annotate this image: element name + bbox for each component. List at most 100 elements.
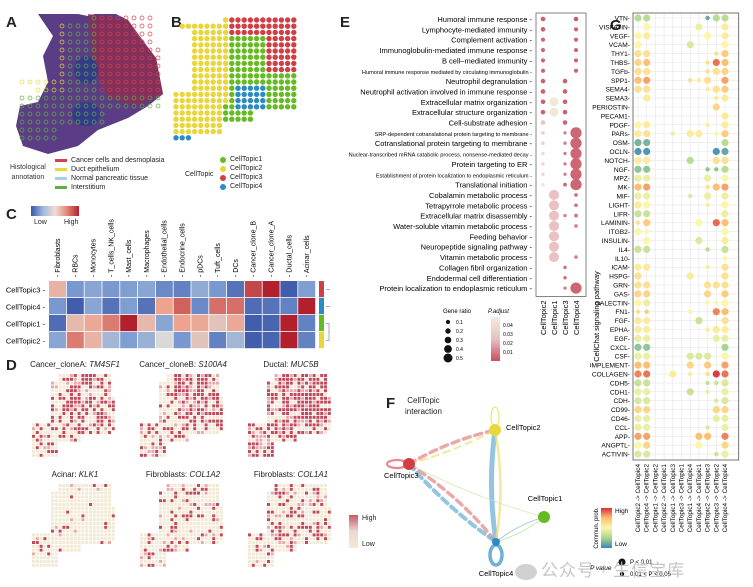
commun-prob-dot	[634, 352, 642, 360]
spatial-spot	[62, 419, 66, 423]
spatial-spot	[39, 442, 43, 446]
topic-spot	[260, 60, 266, 67]
spatial-spot	[327, 415, 331, 419]
topic-spot	[235, 116, 241, 122]
spatial-spot	[270, 503, 274, 506]
histology-spot	[155, 95, 161, 101]
spatial-spot	[320, 495, 324, 499]
topic-spot	[291, 29, 297, 36]
spatial-spot	[54, 537, 58, 541]
commun-prob-dot	[714, 95, 719, 101]
spatial-spot	[100, 412, 104, 415]
spatial-spot	[92, 423, 96, 427]
pair-column-label: CellTopic4 -> CellTopic2	[644, 464, 651, 533]
commun-prob-dot	[686, 352, 694, 360]
spatial-spot	[159, 446, 162, 450]
spatial-spot	[282, 393, 286, 396]
spatial-spot	[320, 533, 324, 537]
topic-spot	[278, 73, 285, 79]
spatial-spot	[178, 389, 181, 393]
pair-column-label: CellTopic1 -> CellTopic3	[670, 464, 677, 533]
spatial-spot	[143, 537, 147, 541]
topic-spot	[191, 60, 198, 67]
spatial-spot	[92, 533, 96, 537]
spatial-spot	[286, 434, 289, 438]
spatial-spot	[293, 381, 297, 385]
spatial-spot	[320, 396, 324, 400]
spatial-spot	[155, 423, 159, 427]
spatial-spot	[267, 423, 270, 427]
spatial-spot	[140, 427, 143, 431]
spatial-spot	[255, 453, 259, 457]
spatial-spot	[301, 487, 305, 491]
topic-spot	[241, 116, 247, 122]
spatial-spot	[305, 537, 308, 541]
spatial-spot	[248, 541, 251, 544]
spatial-spot	[174, 374, 178, 377]
heatmap-cell	[298, 281, 316, 298]
histology-spot	[139, 23, 145, 29]
spatial-spot	[216, 491, 219, 495]
legend-title-line2: annotation	[11, 174, 45, 181]
spatial-spot	[62, 541, 66, 544]
commun-prob-dot	[695, 352, 703, 360]
spatial-spot	[204, 529, 208, 533]
spatial-spot	[219, 427, 223, 431]
spatial-spot	[278, 412, 282, 415]
spatial-spot	[263, 533, 267, 537]
spatial-spot	[77, 499, 81, 503]
spatial-spot	[293, 374, 297, 377]
commun-prob-dot	[695, 236, 703, 245]
spatial-spot	[327, 408, 331, 412]
spatial-spot	[104, 541, 108, 544]
spatial-spot	[178, 374, 181, 377]
spatial-spot	[278, 374, 282, 377]
histology-spot	[131, 79, 137, 85]
spatial-spot	[312, 495, 316, 499]
commun-prob-dot	[688, 371, 693, 377]
spatial-spot	[143, 556, 147, 560]
topic-spot	[260, 48, 266, 54]
spatial-spot	[66, 522, 70, 525]
spatial-spot	[140, 548, 143, 552]
spatial-spot	[77, 434, 81, 438]
spatial-spot	[96, 499, 100, 503]
spatial-spot	[286, 525, 289, 529]
spatial-spot	[58, 377, 62, 381]
spatial-spot	[197, 385, 200, 389]
spatial-spot	[297, 495, 301, 499]
heatmap-cell	[173, 332, 191, 349]
histology-spot	[131, 71, 137, 77]
enrichment-dot	[570, 168, 582, 180]
spatial-spot	[305, 412, 308, 415]
spatial-spot	[324, 514, 327, 518]
enrichment-dot	[540, 68, 546, 73]
histology-spot	[147, 55, 153, 61]
spatial-spot	[140, 533, 143, 537]
spatial-gene-title: Fibroblasts: COL1A2	[145, 470, 221, 479]
spatial-spot	[70, 506, 73, 510]
spatial-spot	[58, 389, 62, 393]
spatial-spot	[43, 552, 47, 556]
topic-spot	[216, 128, 223, 135]
spatial-spot	[297, 423, 301, 427]
spatial-spot	[166, 389, 170, 393]
pathway-label: GRN-	[613, 283, 630, 290]
heatmap-cell	[102, 281, 120, 298]
spatial-spot	[96, 541, 100, 544]
spatial-spot	[274, 427, 278, 431]
spatial-spot	[259, 544, 263, 548]
spatial-spot	[282, 533, 286, 537]
commun-prob-dot	[705, 327, 710, 332]
spatial-spot	[251, 423, 255, 427]
topic-spot	[179, 122, 185, 129]
spatial-spot	[193, 522, 197, 525]
spatial-spot	[301, 506, 305, 510]
spatial-spot	[77, 389, 81, 393]
spatial-spot	[47, 434, 51, 438]
spatial-spot	[96, 529, 100, 533]
spatial-spot	[51, 544, 54, 548]
spatial-spot	[170, 393, 174, 396]
spatial-spot	[193, 381, 197, 385]
spatial-spot	[216, 499, 219, 503]
